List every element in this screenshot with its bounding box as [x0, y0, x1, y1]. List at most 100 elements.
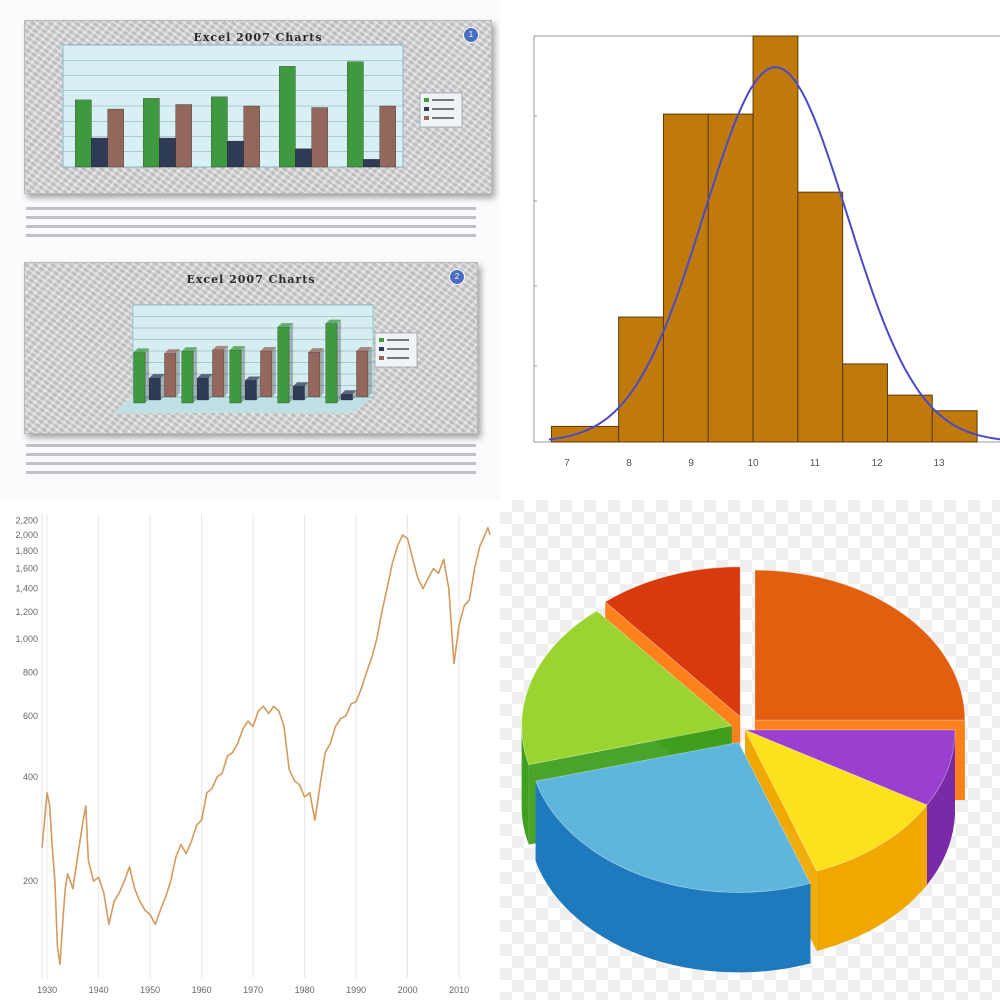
normal-curve [548, 66, 1000, 441]
histogram-bar [618, 316, 664, 443]
histogram-bar [752, 35, 799, 443]
legend-text [432, 117, 454, 119]
bar-side [208, 374, 213, 400]
bar-top [197, 374, 213, 379]
bar-side [304, 382, 309, 400]
y-tick-label: 1,000 [15, 634, 38, 644]
legend-text [432, 99, 454, 101]
x-tick-label: 11 [810, 458, 821, 469]
y-tick-label: 200 [23, 876, 38, 886]
bar-top [245, 376, 261, 381]
y-tick-label: 1,400 [15, 584, 38, 594]
legend-swatch [379, 356, 384, 360]
legend-swatch [424, 116, 429, 120]
bar [308, 352, 321, 398]
chart-floor [113, 397, 373, 413]
bar-top [356, 347, 372, 351]
histogram-chart: 7 8 9 10 11 12 13 [533, 35, 1000, 469]
bar-top [277, 323, 294, 328]
legend-text [387, 339, 409, 341]
card-number-badge: 2 [449, 269, 465, 285]
bar [260, 350, 273, 398]
bar-top [149, 374, 165, 379]
bar-side [223, 345, 228, 397]
histogram-bar [797, 191, 844, 443]
3d-pie-chart [521, 566, 966, 973]
bar-side [193, 347, 198, 403]
chart-card-3d: Excel 2007 Charts 2 [24, 262, 478, 434]
legend-text [387, 348, 409, 350]
bar-top [293, 382, 309, 387]
legend-swatch [424, 98, 429, 102]
bar-side [175, 349, 180, 397]
bar-top [212, 345, 228, 350]
bar-chart-2d [62, 44, 463, 168]
bar [292, 386, 305, 401]
pie-slice-top [744, 729, 956, 806]
bar-top [133, 348, 150, 353]
x-tick-label: 1970 [243, 985, 263, 995]
pie-slice-side [535, 781, 811, 973]
histogram-bar [550, 425, 620, 443]
x-tick-label: 1990 [346, 985, 366, 995]
x-tick-label: 12 [871, 458, 883, 469]
bar [347, 61, 364, 168]
bar-top [260, 347, 276, 351]
histogram-bar [662, 113, 709, 443]
legend-swatch [379, 347, 384, 351]
bar [148, 378, 161, 401]
y-tick-label: 1,800 [15, 546, 38, 556]
bar-top [229, 346, 246, 351]
x-tick-label: 2010 [449, 985, 469, 995]
bar [277, 326, 290, 404]
bar [91, 137, 108, 168]
bar [75, 99, 92, 168]
bar [229, 349, 242, 404]
histogram-bar [842, 363, 888, 443]
legend-text [387, 357, 409, 359]
bar-top [308, 348, 324, 353]
bar-top [181, 347, 198, 352]
y-tick-label: 2,200 [15, 516, 38, 526]
card-title: Excel 2007 Charts [186, 273, 316, 286]
y-tick-label: 1,200 [15, 607, 38, 617]
bar-chart-3d [113, 304, 418, 413]
caption-text-1 [26, 205, 476, 241]
x-tick-label: 7 [564, 458, 570, 469]
bar-top [325, 319, 342, 324]
bar-side [241, 346, 246, 403]
bar-side [352, 390, 357, 400]
bar [325, 323, 338, 404]
pie-slice-top [754, 569, 966, 721]
bar [244, 380, 257, 401]
bar [196, 378, 209, 401]
line-chart-panel: 1930 1940 1950 1960 1970 1980 1990 2000 2010 2,20… [0, 500, 500, 1000]
legend-text [432, 108, 454, 110]
bar [133, 352, 146, 404]
histogram-bar [707, 113, 754, 443]
x-tick-label: 1930 [37, 985, 57, 995]
bar [279, 66, 296, 168]
x-tick-label: 10 [747, 458, 759, 469]
x-tick-label: 1950 [140, 985, 160, 995]
bar-top [341, 390, 357, 395]
bar [159, 137, 176, 168]
bar [243, 105, 260, 168]
bar-side [319, 348, 324, 397]
bar [227, 140, 244, 168]
bar-side [145, 348, 150, 403]
pie-chart-panel [500, 500, 1000, 1000]
bar-side [271, 347, 276, 397]
chart-card-2d: Excel 2007 Charts 1 [24, 20, 492, 194]
log-line-chart: 1930 1940 1950 1960 1970 1980 1990 2000 2010 2,20… [15, 514, 491, 995]
bar [143, 98, 160, 168]
pie-slice-top [535, 741, 811, 893]
bar [175, 104, 192, 168]
bar-side [367, 347, 372, 397]
x-tick-label: 1940 [89, 985, 109, 995]
histogram-bar [886, 394, 933, 443]
bar-side [256, 376, 261, 400]
y-tick-label: 800 [23, 668, 38, 678]
bar [212, 349, 225, 398]
legend-swatch [379, 338, 384, 342]
